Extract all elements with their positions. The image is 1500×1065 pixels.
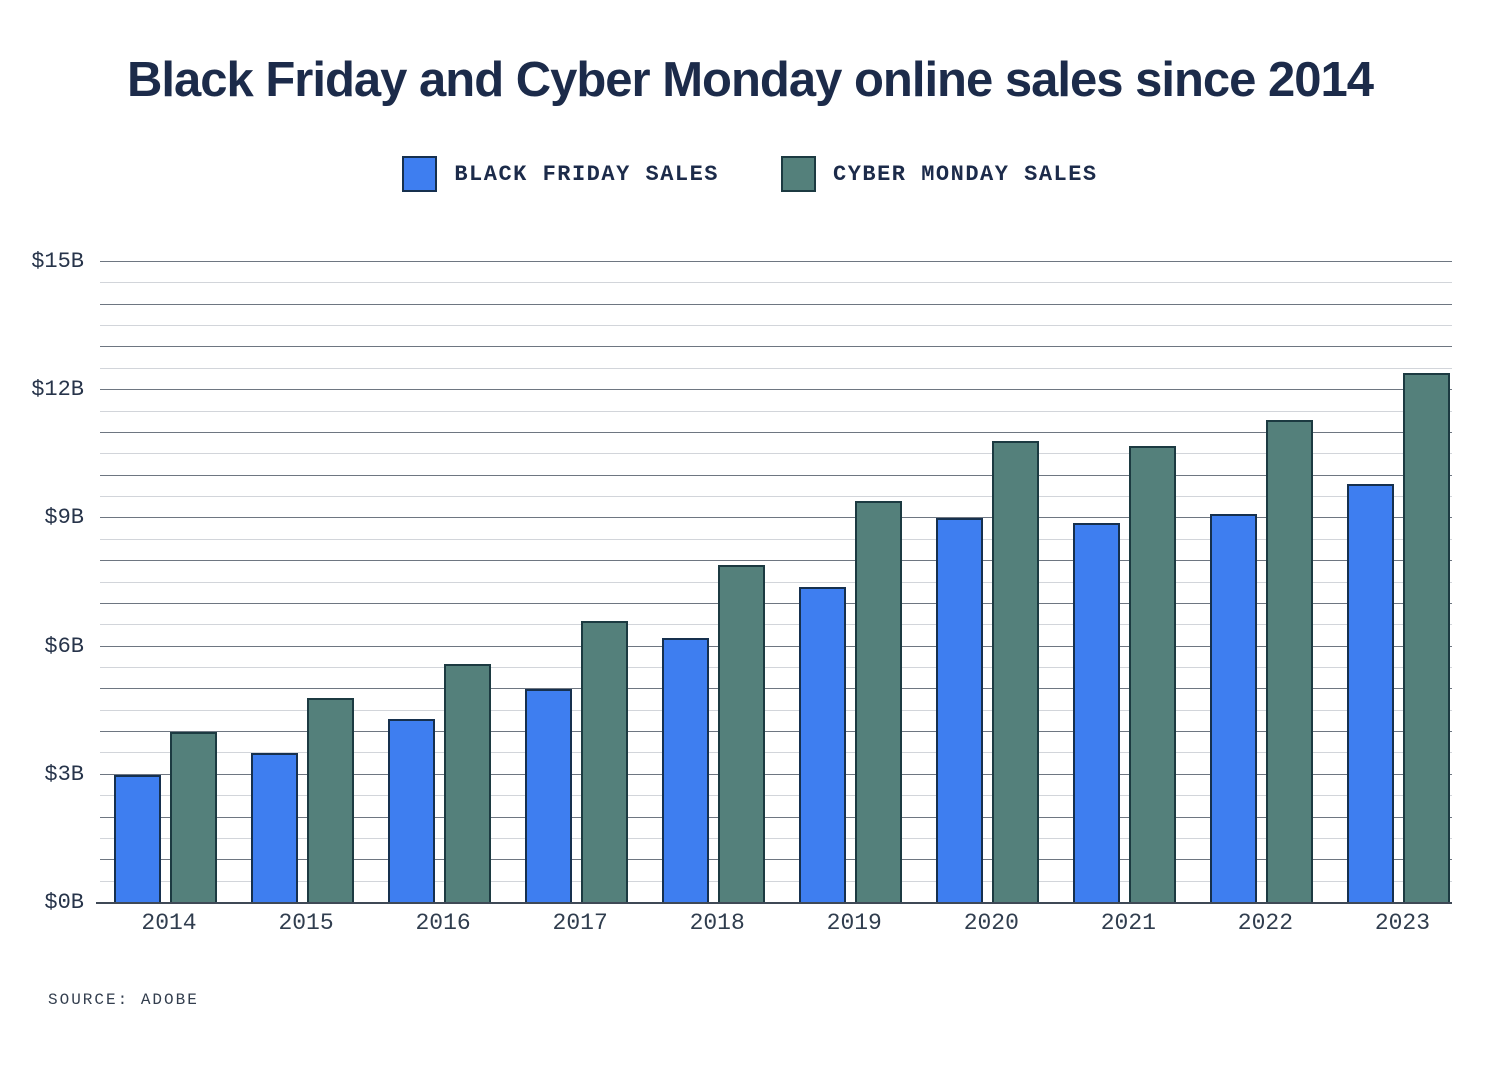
gridline-minor-5.5B <box>100 666 1452 668</box>
gridline-minor-2.5B <box>100 795 1452 797</box>
bar-cyber-monday-sales-2023 <box>1402 373 1450 903</box>
gridline-major-15B <box>100 261 1452 262</box>
gridline-major-6B <box>100 645 1452 647</box>
bar-black-friday-sales-2023 <box>1346 484 1394 903</box>
bar-black-friday-sales-2017 <box>524 689 572 903</box>
y-tick-label-12b: $12B <box>31 377 84 403</box>
x-tick-label-2016: 2016 <box>415 910 471 936</box>
gridline-minor-9.5B <box>100 496 1452 498</box>
gridline-major-5B <box>100 688 1452 690</box>
chart-title: Black Friday and Cyber Monday online sal… <box>126 53 1374 107</box>
y-tick-label-0b: $0B <box>44 890 84 915</box>
x-tick-label-2018: 2018 <box>689 910 745 936</box>
bar-cyber-monday-sales-2021 <box>1128 445 1176 903</box>
bar-black-friday-sales-2022 <box>1209 514 1257 903</box>
y-tick-label-9b: $9B <box>44 505 84 531</box>
bar-cyber-monday-sales-2014 <box>169 732 217 903</box>
gridline-minor-4.5B <box>100 709 1452 711</box>
legend-item-cyber-monday: CYBER MONDAY SALES <box>781 156 1098 192</box>
legend-label-black-friday: BLACK FRIDAY SALES <box>454 161 719 187</box>
x-tick-label-2020: 2020 <box>963 910 1019 936</box>
black-friday-swatch-icon <box>402 156 438 192</box>
gridline-major-8B <box>100 560 1452 562</box>
bar-cyber-monday-sales-2020 <box>991 441 1039 903</box>
gridline-major-1B <box>100 859 1452 861</box>
y-tick-label-6b: $6B <box>44 633 84 659</box>
gridline-major-14B <box>100 303 1452 305</box>
bar-cyber-monday-sales-2019 <box>854 501 902 903</box>
x-axis-line <box>96 902 1452 904</box>
gridline-minor-11.5B <box>100 410 1452 412</box>
gridline-minor-6.5B <box>100 624 1452 626</box>
cyber-monday-swatch-icon <box>781 156 816 192</box>
x-tick-label-2015: 2015 <box>278 910 334 936</box>
gridline-major-11B <box>100 431 1452 433</box>
legend: BLACK FRIDAY SALES CYBER MONDAY SALES <box>0 156 1500 192</box>
bar-black-friday-sales-2021 <box>1072 522 1120 903</box>
x-tick-label-2014: 2014 <box>141 910 197 936</box>
bar-black-friday-sales-2019 <box>798 586 846 903</box>
gridline-minor-13.5B <box>100 325 1452 327</box>
plot-area <box>96 261 1452 904</box>
gridline-major-10B <box>100 474 1452 476</box>
bar-cyber-monday-sales-2022 <box>1265 420 1313 903</box>
bar-black-friday-sales-2015 <box>250 753 298 903</box>
gridline-minor-14.5B <box>100 282 1452 284</box>
x-tick-label-2023: 2023 <box>1374 910 1431 936</box>
bar-black-friday-sales-2014 <box>113 774 161 903</box>
gridline-major-13B <box>100 346 1452 348</box>
legend-label-cyber-monday: CYBER MONDAY SALES <box>833 161 1098 187</box>
gridline-major-7B <box>100 602 1452 604</box>
bar-cyber-monday-sales-2015 <box>306 697 354 903</box>
gridline-major-9B <box>100 517 1452 519</box>
bar-cyber-monday-sales-2018 <box>717 565 765 903</box>
bar-black-friday-sales-2020 <box>935 518 983 903</box>
x-tick-label-2017: 2017 <box>552 910 608 936</box>
gridline-major-3B <box>100 773 1452 775</box>
source-note: SOURCE: ADOBE <box>48 991 199 1009</box>
bar-black-friday-sales-2016 <box>387 719 435 903</box>
gridline-minor-3.5B <box>100 752 1452 754</box>
y-tick-label-3b: $3B <box>44 761 84 787</box>
bar-cyber-monday-sales-2016 <box>443 663 491 903</box>
gridline-minor-10.5B <box>100 453 1452 455</box>
gridline-major-2B <box>100 816 1452 818</box>
gridline-minor-12.5B <box>100 367 1452 369</box>
gridline-major-12B <box>100 389 1452 391</box>
gridline-minor-0.5B <box>100 880 1452 882</box>
bar-cyber-monday-sales-2017 <box>580 620 628 903</box>
x-tick-label-2019: 2019 <box>826 910 882 936</box>
y-tick-label-15b: $15B <box>31 249 84 274</box>
gridline-minor-8.5B <box>100 538 1452 540</box>
legend-item-black-friday: BLACK FRIDAY SALES <box>402 156 719 192</box>
x-tick-label-2022: 2022 <box>1237 910 1293 936</box>
gridline-minor-7.5B <box>100 581 1452 583</box>
bar-black-friday-sales-2018 <box>661 638 709 903</box>
x-tick-label-2021: 2021 <box>1100 910 1156 936</box>
gridline-minor-1.5B <box>100 837 1452 839</box>
gridline-major-4B <box>100 731 1452 733</box>
